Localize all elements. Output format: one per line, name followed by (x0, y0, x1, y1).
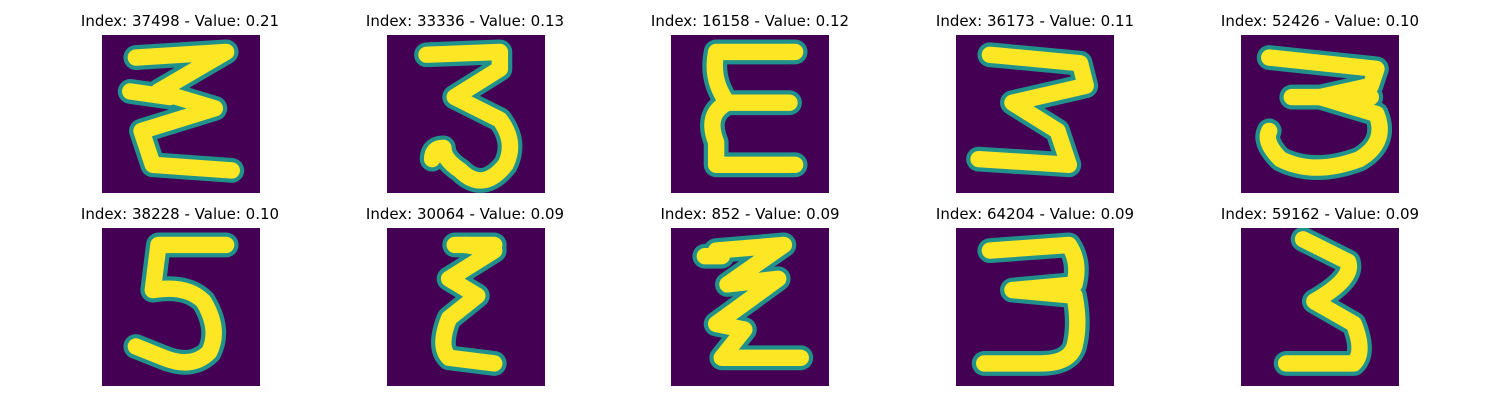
handwritten-digit-glyph (122, 43, 240, 179)
digit-panel-4 (956, 35, 1114, 193)
panel-title-5: Index: 52426 - Value: 0.10 (1220, 12, 1420, 30)
panel-title-1: Index: 37498 - Value: 0.21 (80, 12, 280, 30)
panel-title-10: Index: 59162 - Value: 0.09 (1220, 205, 1420, 223)
handwritten-digit-glyph (418, 43, 519, 189)
handwritten-digit-glyph (704, 43, 804, 173)
panel-title-6: Index: 38228 - Value: 0.10 (80, 205, 280, 223)
handwritten-digit-glyph (435, 236, 503, 372)
handwritten-digit-glyph (970, 46, 1094, 173)
digit-image-9 (956, 228, 1114, 386)
digit-image-6 (102, 228, 260, 386)
digit-image-1 (102, 35, 260, 193)
digit-image-7 (387, 228, 545, 386)
panel-title-2: Index: 33336 - Value: 0.13 (365, 12, 565, 30)
digit-panel-6 (102, 228, 260, 386)
digit-panel-10 (1241, 228, 1399, 386)
handwritten-digit-glyph (1259, 49, 1388, 176)
digit-panel-1 (102, 35, 260, 193)
digit-image-8 (671, 228, 829, 386)
panel-title-8: Index: 852 - Value: 0.09 (660, 205, 840, 223)
panel-title-4: Index: 36173 - Value: 0.11 (935, 12, 1135, 30)
digit-panel-2 (387, 35, 545, 193)
handwritten-digit-glyph (127, 236, 235, 371)
handwritten-digit-glyph (696, 236, 809, 366)
digit-image-10 (1241, 228, 1399, 386)
digit-panel-8 (671, 228, 829, 386)
panel-title-3: Index: 16158 - Value: 0.12 (650, 12, 850, 30)
digit-image-3 (671, 35, 829, 193)
panel-title-9: Index: 64204 - Value: 0.09 (935, 205, 1135, 223)
handwritten-digit-glyph (1277, 231, 1368, 372)
digit-image-4 (956, 35, 1114, 193)
digit-panel-7 (387, 228, 545, 386)
handwritten-digit-glyph (976, 236, 1086, 372)
panel-title-7: Index: 30064 - Value: 0.09 (365, 205, 565, 223)
digit-panel-3 (671, 35, 829, 193)
digit-image-5 (1241, 35, 1399, 193)
digit-image-2 (387, 35, 545, 193)
digit-panel-9 (956, 228, 1114, 386)
digit-panel-5 (1241, 35, 1399, 193)
